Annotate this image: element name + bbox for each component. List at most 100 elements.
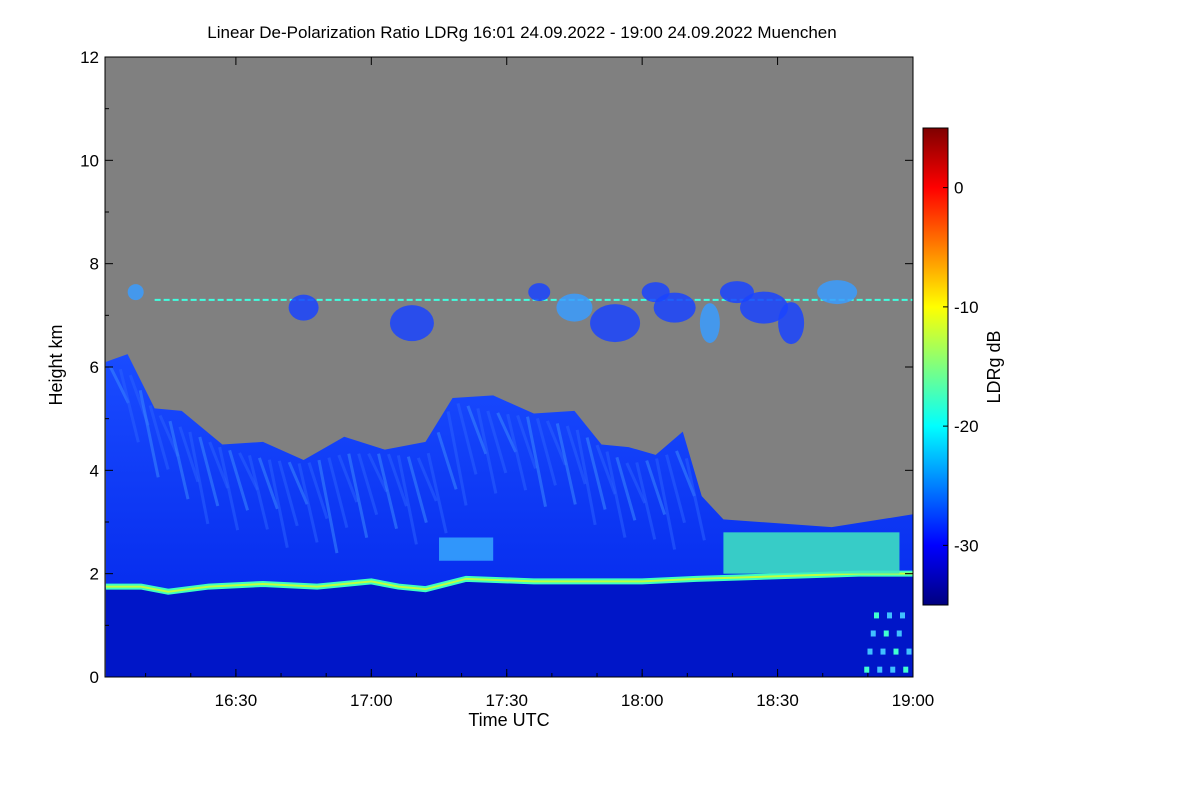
ground-pixel	[883, 630, 889, 637]
fallstreak	[188, 431, 210, 525]
fallstreak	[456, 403, 478, 475]
cloud-base-core	[105, 572, 913, 593]
fallstreak	[297, 463, 319, 543]
fallstreak	[615, 456, 637, 521]
fallstreak	[287, 461, 309, 505]
fallstreak	[436, 431, 458, 490]
fallstreak	[208, 441, 230, 489]
colorbar-label: LDRg dB	[984, 330, 1004, 403]
fallstreak	[118, 368, 140, 443]
fallstreak	[595, 444, 617, 495]
ground-pixel	[870, 630, 876, 637]
y-axis: 0 2 4 6 8 10 12	[80, 48, 913, 687]
ground-pixel	[903, 666, 909, 673]
fallstreak	[545, 420, 567, 466]
ground-pixel	[890, 666, 896, 673]
fallstreak	[655, 458, 677, 550]
cirrus-fragment	[590, 304, 641, 343]
y-tick-label: 12	[80, 48, 99, 67]
fallstreak	[168, 420, 190, 500]
chart-title: Linear De-Polarization Ratio LDRg 16:01 …	[207, 23, 836, 42]
fallstreak	[396, 455, 418, 545]
ground-pixel	[906, 648, 912, 655]
fallstreak	[496, 412, 518, 453]
fallstreak	[486, 410, 508, 474]
y-tick-label: 4	[90, 461, 99, 480]
fallstreak	[377, 453, 399, 530]
fallstreak	[526, 416, 547, 507]
x-axis-label: Time UTC	[468, 710, 549, 730]
colorbar-gradient	[922, 127, 949, 606]
fallstreak	[247, 455, 269, 530]
fallstreak	[109, 366, 130, 404]
fallstreak	[635, 462, 657, 540]
ground-pixel	[896, 630, 902, 637]
fallstreak	[575, 429, 597, 526]
x-tick-label: 17:30	[485, 691, 528, 710]
y-axis-label: Height km	[46, 324, 66, 405]
colorbar-tick-label: -20	[954, 417, 979, 436]
x-tick-label: 18:00	[621, 691, 664, 710]
fallstreak	[555, 423, 577, 505]
plot-area	[105, 57, 913, 677]
fallstreak	[317, 459, 339, 554]
fallstreak	[267, 459, 289, 548]
fallstreak	[585, 437, 607, 510]
near-ground-signal	[864, 612, 912, 673]
fallstreak	[138, 389, 160, 478]
cirrus-fragment	[817, 280, 858, 305]
cirrus-fragment	[740, 291, 789, 324]
y-tick-label: 10	[80, 151, 99, 170]
x-tick-label: 18:30	[756, 691, 799, 710]
colorbar-ticks: 0 -10 -20 -30	[943, 179, 979, 555]
fallstreak	[228, 449, 250, 511]
cirrus-fragment	[127, 284, 144, 301]
fallstreak	[337, 454, 359, 503]
fallstreak	[327, 457, 349, 528]
fallstreak	[406, 456, 428, 524]
fallstreak	[565, 425, 587, 485]
fallstreak	[347, 453, 369, 538]
fallstreak	[625, 462, 647, 504]
fallstreak	[198, 436, 220, 507]
fallstreak	[416, 457, 438, 502]
ground-pixel	[880, 648, 886, 655]
colorbar: 0 -10 -20 -30 LDRg dB	[922, 127, 1004, 606]
cirrus-fragment	[389, 305, 434, 342]
colorbar-tick-label: -30	[954, 536, 979, 555]
fallstreak	[446, 411, 468, 506]
high-depolarization-patch	[723, 532, 900, 574]
x-tick-label: 16:30	[215, 691, 258, 710]
y-tick-label: 8	[90, 255, 99, 274]
cirrus-fragment	[653, 292, 696, 323]
below-cloud-base-region	[105, 573, 913, 677]
fallstreaks	[109, 366, 706, 554]
mid-depolarization-patch	[439, 537, 494, 561]
ground-pixel	[886, 612, 892, 619]
ground-pixel	[877, 666, 883, 673]
colorbar-tick-label: -10	[954, 298, 979, 317]
y-tick-label: 2	[90, 565, 99, 584]
ground-pixel	[899, 612, 905, 619]
fallstreak	[178, 426, 200, 483]
x-tick-label: 17:00	[350, 691, 393, 710]
cirrus-fragment	[778, 302, 805, 345]
fallstreak	[476, 408, 498, 494]
ground-pixel	[864, 666, 870, 673]
cirrus-fragment	[288, 294, 319, 321]
fallstreak	[218, 446, 240, 531]
fallstreak	[605, 451, 627, 538]
fallstreak	[506, 413, 528, 491]
fallstreak	[535, 418, 557, 486]
ground-pixel	[893, 648, 899, 655]
cirrus-cloud	[127, 280, 858, 345]
fallstreak	[307, 462, 329, 520]
fallstreak	[665, 454, 686, 524]
y-tick-label: 0	[90, 668, 99, 687]
colorbar-tick-label: 0	[954, 179, 963, 198]
cirrus-fragment	[528, 283, 551, 302]
ground-pixel	[867, 648, 873, 655]
fallstreak	[645, 460, 667, 516]
cirrus-fragment	[556, 293, 593, 322]
